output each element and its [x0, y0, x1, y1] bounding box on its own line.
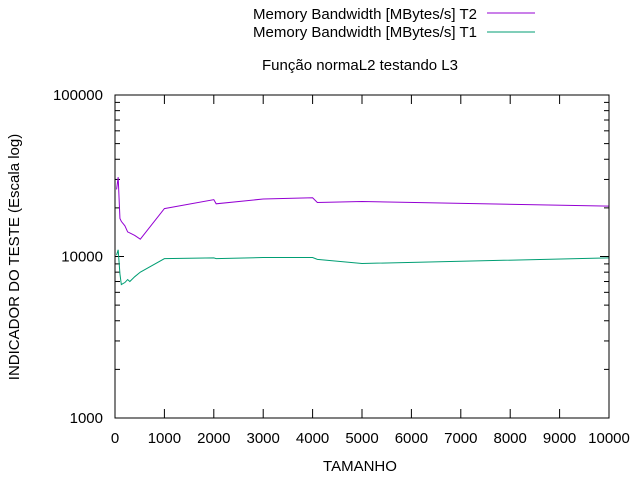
legend-label-t2: Memory Bandwidth [MBytes/s] T2: [253, 6, 477, 23]
series-line-t2: [116, 177, 610, 240]
x-tick-label: 10000: [588, 430, 630, 447]
x-tick-label: 5000: [345, 430, 378, 447]
x-tick-label: 4000: [296, 430, 329, 447]
y-tick-label: 1000: [70, 410, 103, 427]
x-tick-label: 2000: [197, 430, 230, 447]
legend: Memory Bandwidth [MBytes/s] T2 Memory Ba…: [253, 6, 535, 41]
series-lines: [116, 177, 610, 286]
x-tick-label: 8000: [494, 430, 527, 447]
x-tick-label: 9000: [543, 430, 576, 447]
plot-frame: [114, 94, 610, 419]
x-axis-label: TAMANHO: [323, 458, 397, 475]
y-tick-labels: 1000 10000 100000: [53, 87, 103, 427]
x-tick-label: 6000: [395, 430, 428, 447]
series-line-t1: [116, 249, 610, 286]
x-tick-label: 7000: [444, 430, 477, 447]
legend-label-t1: Memory Bandwidth [MBytes/s] T1: [253, 24, 477, 41]
y-axis-label: INDICADOR DO TESTE (Escala log): [6, 134, 23, 380]
tick-marks: [114, 94, 610, 419]
minor-tick-marks: [115, 101, 609, 370]
x-tick-label: 1000: [148, 430, 181, 447]
x-tick-label: 3000: [247, 430, 280, 447]
y-tick-label: 10000: [61, 249, 103, 266]
y-tick-label: 100000: [53, 87, 103, 104]
chart-title: Função normaL2 testando L3: [262, 57, 458, 74]
x-tick-labels: 0 1000 2000 3000 4000 5000 6000 7000 8000 9000 100…: [111, 430, 630, 447]
x-tick-label: 0: [111, 430, 119, 447]
